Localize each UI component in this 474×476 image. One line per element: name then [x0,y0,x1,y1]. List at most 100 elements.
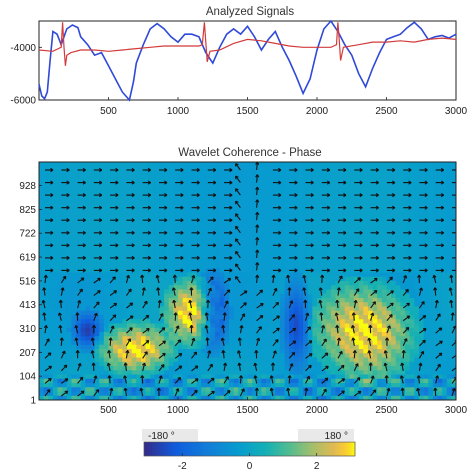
heatmap-cell [261,306,267,312]
heatmap-cell [381,187,387,193]
heatmap-cell [228,259,234,265]
heatmap-cell [94,251,100,256]
heatmap-cell [182,276,188,282]
heatmap-cell [437,306,443,312]
heatmap-cell [103,302,109,307]
heatmap-cell [372,374,378,380]
heatmap-cell [363,238,369,244]
heatmap-cell [418,281,424,286]
heatmap-cell [108,166,114,171]
heatmap-cell [423,349,429,354]
heatmap-cell [335,204,341,210]
heatmap-cell [428,349,434,354]
heatmap-cell [242,383,248,388]
heatmap-cell [437,259,443,265]
heatmap-cell [136,315,142,320]
heatmap-cell [247,234,253,239]
heatmap-cell [178,170,184,176]
heatmap-cell [349,332,355,337]
heatmap-cell [140,391,146,397]
heatmap-cell [326,251,332,256]
heatmap-cell [108,251,114,256]
heatmap-cell [94,183,100,188]
heatmap-cell [182,272,188,278]
heatmap-cell [39,238,45,244]
heatmap-cell [228,166,234,171]
heatmap-cell [196,344,202,350]
heatmap-cell [321,174,327,180]
heatmap-cell [414,208,420,214]
heatmap-cell [140,264,146,269]
heatmap-cell [256,293,262,299]
heatmap-cell [437,221,443,227]
heatmap-cell [289,370,295,375]
heatmap-cell [279,200,285,205]
heatmap-cell [409,340,415,346]
heatmap-cell [76,174,82,180]
heatmap-cell [284,174,290,180]
heatmap-cell [219,315,225,320]
heatmap-cell [289,349,295,354]
heatmap-cell [266,200,272,205]
heatmap-cell [446,259,452,265]
heatmap-cell [108,272,114,278]
heatmap-cell [154,323,160,329]
heatmap-cell [187,289,193,295]
heatmap-cell [168,234,174,239]
heatmap-cell [428,213,434,218]
heatmap-cell [52,285,58,290]
heatmap-cell [432,264,438,269]
heatmap-cell [224,234,230,239]
heatmap-cell [205,315,211,320]
heatmap-cell [432,323,438,329]
heatmap-cell [89,293,95,299]
heatmap-cell [312,162,318,167]
heatmap-cell [210,281,216,286]
heatmap-cell [367,208,373,214]
heatmap-cell [238,391,244,397]
heatmap-cell [326,213,332,218]
heatmap-cell [131,353,137,358]
heatmap-cell [312,395,318,400]
heatmap-cell [117,238,123,244]
heatmap-cell [279,361,285,367]
heatmap-cell [242,370,248,375]
heatmap-cell [103,366,109,371]
heatmap-cell [210,162,216,167]
heatmap-cell [395,213,401,218]
heatmap-cell [377,268,383,273]
heatmap-cell [400,242,406,248]
heatmap-cell [85,366,91,371]
heatmap-cell [428,251,434,256]
heatmap-cell [117,383,123,388]
heatmap-cell [261,196,267,201]
heatmap-cell [191,361,197,367]
heatmap-cell [66,208,72,214]
heatmap-cell [335,319,341,324]
heatmap-cell [224,170,230,176]
heatmap-cell [349,196,355,201]
heatmap-cell [71,332,77,337]
heatmap-cell [358,387,364,392]
heatmap-cell [340,196,346,201]
heatmap-cell [191,298,197,303]
heatmap-cell [340,276,346,282]
heatmap-cell [122,251,128,256]
heatmap-cell [303,200,309,205]
heatmap-cell [164,344,170,350]
heatmap-cell [266,238,272,244]
heatmap-cell [242,204,248,210]
heatmap-cell [43,264,49,269]
heatmap-cell [57,361,63,367]
heatmap-cell [261,213,267,218]
heatmap-cell [405,221,411,227]
heatmap-cell [43,251,49,256]
heatmap-cell [354,221,360,227]
heatmap-cell [182,344,188,350]
heatmap-cell [122,285,128,290]
heatmap-cell [145,366,151,371]
heatmap-cell [261,336,267,341]
heatmap-cell [57,221,63,227]
heatmap-cell [279,221,285,227]
heatmap-cell [358,162,364,167]
